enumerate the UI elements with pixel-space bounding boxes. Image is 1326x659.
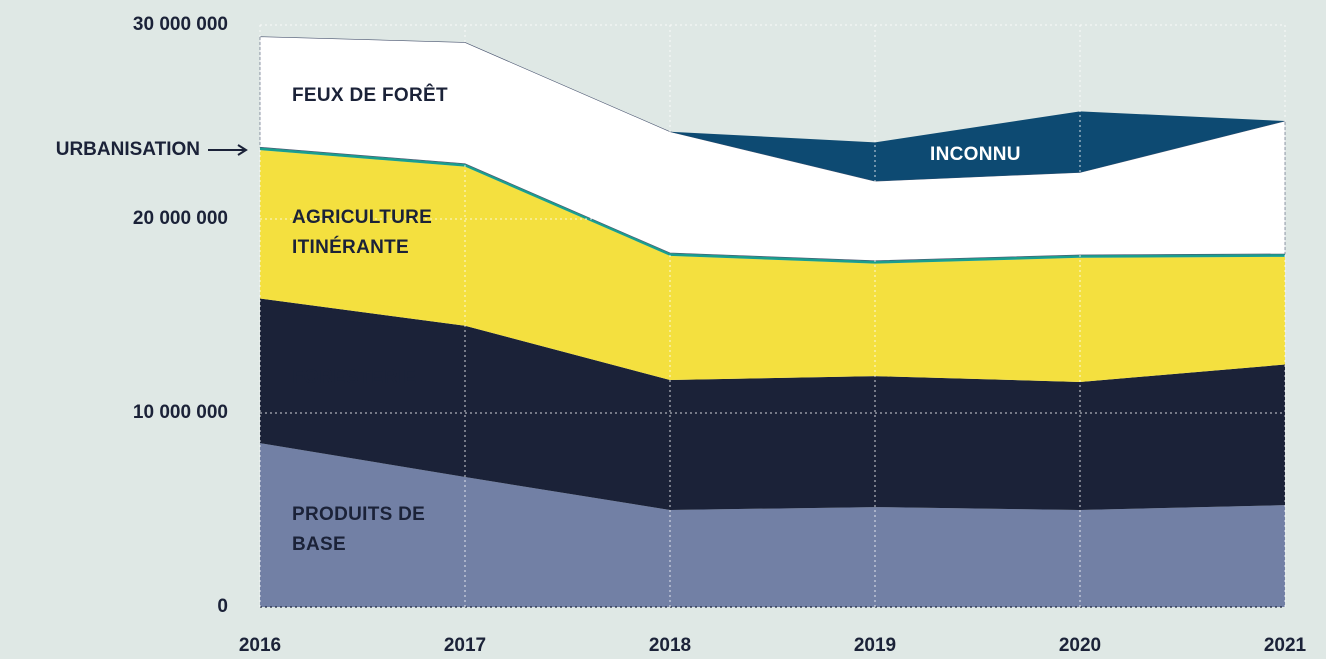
x-tick-label: 2021 — [1264, 635, 1307, 656]
series-label-box: PRODUITS DE BASE — [292, 504, 426, 555]
arrow-head — [237, 144, 248, 156]
x-tick-label: 2019 — [854, 635, 896, 656]
series-label: FEUX DE FORÊT — [292, 85, 448, 106]
series-label: FORESTERIE — [292, 367, 417, 388]
series-label-box: FEUX DE FORÊT — [292, 85, 448, 106]
x-tick-label: 2017 — [444, 635, 486, 656]
series-label-box: INCONNU — [930, 144, 1021, 165]
y-tick-label: 30 000 000 — [133, 14, 228, 35]
area — [260, 443, 1285, 607]
area — [260, 150, 1285, 382]
series-label: PRODUITS DE BASE — [292, 504, 426, 555]
area — [260, 298, 1285, 510]
series-label-box: AGRICULTURE ITINÉRANTE — [292, 207, 433, 258]
y-tick-label: 20 000 000 — [133, 208, 228, 229]
x-tick-label: 2018 — [649, 635, 691, 656]
x-tick-label: 2016 — [239, 635, 281, 656]
y-tick-label: 10 000 000 — [133, 402, 228, 423]
y-tick-label: 0 — [217, 596, 228, 617]
series-label-box: FORESTERIE — [292, 367, 417, 388]
area — [670, 111, 1285, 182]
series-label: INCONNU — [930, 144, 1021, 165]
x-tick-label: 2020 — [1059, 635, 1101, 656]
series-label: URBANISATION — [56, 139, 200, 160]
series-label: AGRICULTURE ITINÉRANTE — [292, 207, 433, 258]
